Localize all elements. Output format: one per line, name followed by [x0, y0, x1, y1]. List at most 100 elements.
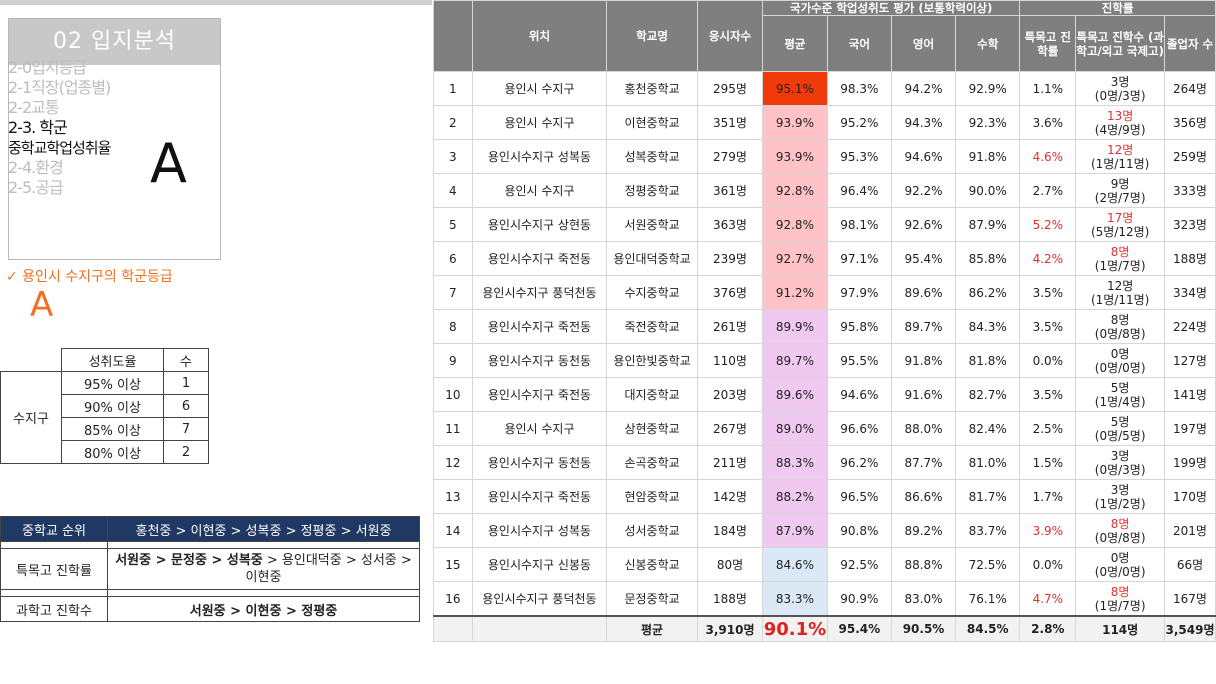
row-english: 88.0% — [890, 411, 957, 446]
row-school: 수지중학교 — [606, 275, 698, 310]
row-school: 서원중학교 — [606, 207, 698, 242]
footer-blank — [471, 615, 608, 642]
row-avg: 89.7% — [762, 343, 828, 378]
row-math: 81.0% — [955, 445, 1021, 480]
row-school: 현암중학교 — [606, 479, 698, 514]
table-row: 11 용인시 수지구 상현중학교 267명 89.0% 96.6% 88.0% 82.4% 2.… — [433, 411, 1216, 446]
menu-item-location-grade[interactable]: 2-0입지등급 — [8, 58, 87, 77]
menu-item-transport[interactable]: 2-2교통 — [8, 98, 60, 117]
row-math: 72.5% — [955, 547, 1021, 582]
row-grads: 197명 — [1163, 411, 1216, 446]
table-row: 6 용인시수지구 죽전동 용인대덕중학교 239명 92.7% 97.1% 95.4% 85.… — [433, 241, 1216, 276]
row-location: 용인시수지구 풍덕천동 — [471, 275, 608, 310]
row-school: 상현중학교 — [606, 411, 698, 446]
row-grads: 259명 — [1163, 139, 1216, 174]
row-location: 용인시수지구 죽전동 — [471, 241, 608, 276]
row-english: 83.0% — [890, 581, 957, 617]
rate-region: 수지구 — [0, 371, 62, 464]
row-number: 16 — [433, 581, 473, 617]
row-grads: 333명 — [1163, 173, 1216, 208]
row-special-rate: 0.0% — [1019, 343, 1077, 378]
row-avg: 89.0% — [762, 411, 828, 446]
rank-special-label: 특목고 진학률 — [0, 548, 108, 590]
menu-item-school-district[interactable]: 2-3. 학군 — [8, 118, 68, 137]
row-number: 3 — [433, 139, 473, 174]
grade-caption: ✓ 용인시 수지구의 학군등급 — [6, 269, 173, 285]
row-school: 대지중학교 — [606, 377, 698, 412]
menu-item-environment[interactable]: 2-4.환경 — [8, 158, 64, 177]
row-grads: 334명 — [1163, 275, 1216, 310]
col-english: 영어 — [890, 15, 957, 72]
table-row: 4 용인시 수지구 정평중학교 361명 92.8% 96.4% 92.2% 90.0% 2.7… — [433, 173, 1216, 208]
row-school: 홍천중학교 — [606, 71, 698, 106]
footer-avg: 90.1% — [762, 615, 828, 642]
row-number: 10 — [433, 377, 473, 412]
row-school: 죽전중학교 — [606, 309, 698, 344]
row-special-count: 9명 (2명/7명) — [1075, 173, 1165, 208]
row-english: 86.6% — [890, 479, 957, 514]
menu-item-jobs[interactable]: 2-1직장(업종별) — [8, 78, 111, 97]
row-avg: 92.7% — [762, 241, 828, 276]
row-english: 89.2% — [890, 513, 957, 548]
rate-row-count: 7 — [163, 417, 209, 441]
row-special-rate: 4.2% — [1019, 241, 1077, 276]
row-location: 용인시수지구 죽전동 — [471, 377, 608, 412]
row-location: 용인시 수지구 — [471, 71, 608, 106]
school-rank-table: 중학교 순위 홍천중 > 이현중 > 성복중 > 정평중 > 서원중 특목고 진… — [0, 516, 420, 622]
col-applicants: 응시자수 — [696, 0, 764, 72]
row-korean: 95.3% — [826, 139, 892, 174]
col-grads: 졸업자 수 — [1163, 15, 1216, 72]
row-korean: 95.8% — [826, 309, 892, 344]
row-grads: 170명 — [1163, 479, 1216, 514]
row-grads: 199명 — [1163, 445, 1216, 480]
row-math: 82.4% — [955, 411, 1021, 446]
row-english: 94.6% — [890, 139, 957, 174]
row-special-rate: 0.0% — [1019, 547, 1077, 582]
row-number: 6 — [433, 241, 473, 276]
menu-item-middle-school-rate[interactable]: 중학교학업성취율 — [8, 139, 111, 157]
rate-header-label: 성취도율 — [61, 348, 164, 372]
row-location: 용인시수지구 죽전동 — [471, 309, 608, 344]
rate-row-label: 95% 이상 — [61, 371, 164, 395]
row-school: 용인대덕중학교 — [606, 241, 698, 276]
row-grads: 188명 — [1163, 241, 1216, 276]
row-applicants: 184명 — [696, 513, 764, 548]
row-korean: 95.5% — [826, 343, 892, 378]
row-grads: 356명 — [1163, 105, 1216, 140]
row-applicants: 376명 — [696, 275, 764, 310]
rank-science-value: 서원중 > 이현중 > 정평중 — [107, 596, 420, 622]
table-row: 16 용인시수지구 풍덕천동 문정중학교 188명 83.3% 90.9% 83.0% 76.… — [433, 581, 1216, 617]
row-location: 용인시 수지구 — [471, 105, 608, 140]
row-avg: 88.3% — [762, 445, 828, 480]
menu-item-supply[interactable]: 2-5.공급 — [8, 178, 64, 197]
row-special-count: 5명 (1명/4명) — [1075, 377, 1165, 412]
col-school: 학교명 — [606, 0, 698, 72]
row-number: 11 — [433, 411, 473, 446]
row-location: 용인시수지구 죽전동 — [471, 479, 608, 514]
section-grade: A — [150, 132, 187, 195]
rate-row-count: 2 — [163, 440, 209, 464]
row-special-rate: 1.5% — [1019, 445, 1077, 480]
row-applicants: 363명 — [696, 207, 764, 242]
row-number: 8 — [433, 309, 473, 344]
row-grads: 66명 — [1163, 547, 1216, 582]
table-body: 1 용인시 수지구 홍천중학교 295명 95.1% 98.3% 94.2% 92.9% 1.1… — [433, 71, 1216, 642]
row-applicants: 279명 — [696, 139, 764, 174]
col-special-rate: 특목고 진학률 — [1019, 15, 1077, 72]
rank-head-label: 중학교 순위 — [0, 516, 108, 542]
row-avg: 92.8% — [762, 173, 828, 208]
school-district-grade: A — [30, 285, 54, 325]
col-group-national: 국가수준 학업성취도 평가 (보통학력이상) — [762, 0, 1021, 16]
row-math: 90.0% — [955, 173, 1021, 208]
row-english: 88.8% — [890, 547, 957, 582]
row-korean: 97.9% — [826, 275, 892, 310]
footer-label: 평균 — [606, 615, 698, 642]
table-row: 5 용인시수지구 상현동 서원중학교 363명 92.8% 98.1% 92.6% 87.9%… — [433, 207, 1216, 242]
row-avg: 93.9% — [762, 139, 828, 174]
row-location: 용인시수지구 신봉동 — [471, 547, 608, 582]
row-special-rate: 3.5% — [1019, 309, 1077, 344]
row-location: 용인시수지구 성복동 — [471, 139, 608, 174]
row-special-count: 5명 (0명/5명) — [1075, 411, 1165, 446]
row-avg: 88.2% — [762, 479, 828, 514]
row-math: 87.9% — [955, 207, 1021, 242]
